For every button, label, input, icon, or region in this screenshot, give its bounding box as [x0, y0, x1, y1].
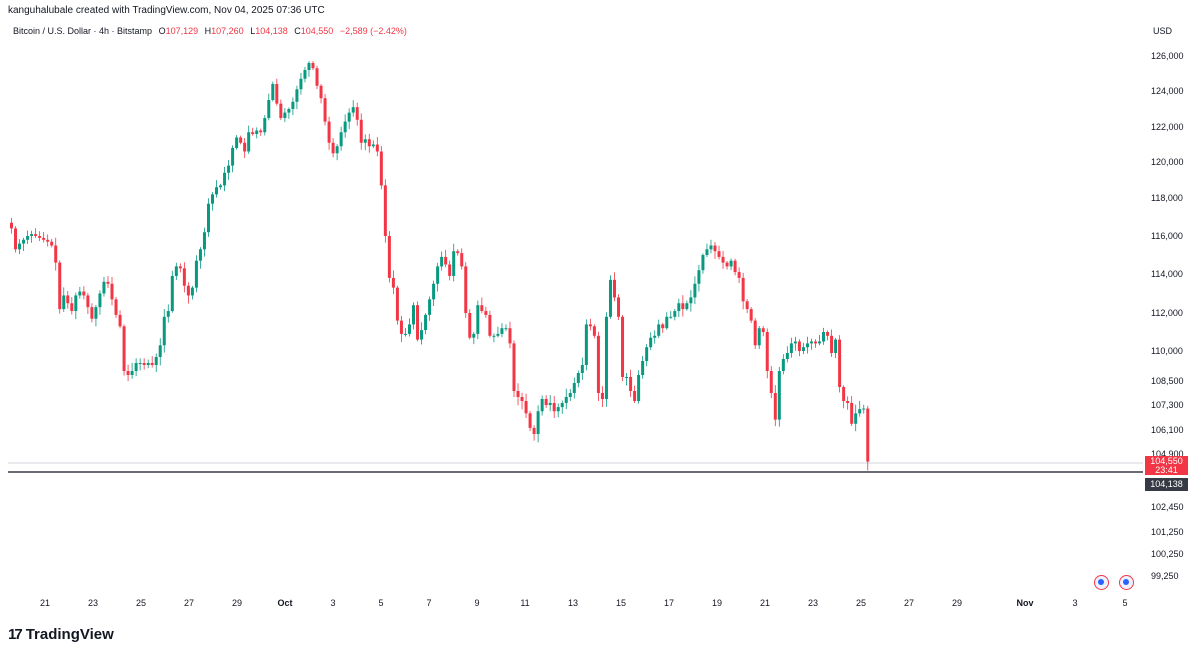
- price-tick: 110,000: [1151, 346, 1183, 356]
- low-label: L: [250, 26, 256, 36]
- time-tick: Nov: [1016, 598, 1034, 608]
- price-tick: 99,250: [1151, 571, 1179, 581]
- economic-event-icon[interactable]: [1119, 575, 1134, 590]
- price-tick: 116,000: [1151, 231, 1183, 241]
- price-tick: 114,000: [1151, 269, 1183, 279]
- time-tick: 25: [135, 598, 147, 608]
- current-price-label: 104,550 23:41: [1145, 456, 1188, 475]
- price-tick: 112,000: [1151, 308, 1183, 318]
- time-tick: Oct: [277, 598, 293, 608]
- high-label: H: [204, 26, 212, 36]
- price-tick: 118,000: [1151, 193, 1183, 203]
- time-tick: 27: [903, 598, 915, 608]
- currency-label: USD: [1153, 26, 1173, 36]
- price-tick: 124,000: [1151, 86, 1184, 96]
- price-tick: 126,000: [1151, 51, 1184, 61]
- open-value: 107,129: [165, 26, 199, 36]
- price-tick: 102,450: [1151, 502, 1184, 512]
- price-tick: 106,100: [1151, 425, 1184, 435]
- price-tick: 122,000: [1151, 122, 1184, 132]
- change-value: −2,589 (−2.42%): [339, 26, 407, 36]
- time-tick: 27: [183, 598, 195, 608]
- symbol-title: Bitcoin / U.S. Dollar · 4h · Bitstamp: [13, 26, 153, 36]
- time-tick: 23: [807, 598, 819, 608]
- time-tick: 17: [663, 598, 675, 608]
- time-tick: 21: [759, 598, 771, 608]
- close-label: C: [294, 26, 301, 36]
- bar-countdown: 23:41: [1155, 465, 1178, 475]
- open-label: O: [158, 26, 166, 36]
- time-tick: 25: [855, 598, 867, 608]
- time-tick: 29: [231, 598, 243, 608]
- time-tick: 15: [615, 598, 627, 608]
- high-value: 107,260: [211, 26, 244, 36]
- price-tick: 108,500: [1151, 376, 1184, 386]
- tradingview-logo: 17 TradingView: [8, 626, 114, 643]
- price-tick: 104,900: [1151, 449, 1184, 459]
- time-tick: 3: [1072, 598, 1078, 608]
- current-price: 104,550: [1150, 456, 1183, 466]
- time-tick: 7: [426, 598, 432, 608]
- chart-credit: kanguhalubale created with TradingView.c…: [8, 5, 325, 16]
- economic-event-icon[interactable]: [1094, 575, 1109, 590]
- time-tick: 5: [1122, 598, 1128, 608]
- time-tick: 19: [711, 598, 723, 608]
- time-tick: 3: [330, 598, 336, 608]
- candles-group: [10, 61, 870, 471]
- time-tick: 11: [520, 598, 530, 608]
- tradingview-logo-text: TradingView: [25, 626, 114, 643]
- price-tick: 101,250: [1151, 527, 1184, 537]
- close-value: 104,550: [300, 26, 334, 36]
- low-value: 104,138: [255, 26, 288, 36]
- time-tick: 13: [567, 598, 579, 608]
- time-tick: 21: [39, 598, 51, 608]
- time-tick: 29: [951, 598, 963, 608]
- price-tick: 120,000: [1151, 157, 1184, 167]
- horizontal-line-label: 104,138: [1145, 478, 1188, 491]
- price-tick: 100,250: [1151, 549, 1184, 559]
- symbol-legend: Bitcoin / U.S. Dollar · 4h · Bitstamp O1…: [13, 26, 407, 36]
- tradingview-logo-icon: 17: [8, 626, 23, 643]
- time-tick: 5: [378, 598, 384, 608]
- time-tick: 23: [87, 598, 99, 608]
- events-markers: [1094, 575, 1134, 590]
- time-tick: 9: [474, 598, 480, 608]
- price-tick: 107,300: [1151, 400, 1184, 410]
